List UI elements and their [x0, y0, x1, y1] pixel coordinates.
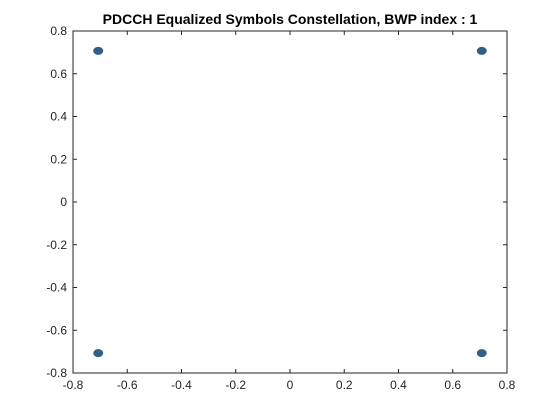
constellation-point — [476, 46, 487, 55]
y-tick-label: -0.6 — [46, 323, 67, 337]
x-tick-label: -0.8 — [63, 378, 84, 392]
x-tick-label: 0 — [287, 378, 294, 392]
y-tick-label: -0.2 — [46, 238, 67, 252]
x-tick-label: -0.4 — [171, 378, 192, 392]
y-tick-label: 0.6 — [50, 67, 67, 81]
y-tick-label: 0.4 — [50, 110, 67, 124]
x-tick-label: 0.2 — [336, 378, 353, 392]
y-tick-label: -0.4 — [46, 281, 67, 295]
y-tick-label: 0 — [60, 195, 67, 209]
x-tick-label: -0.6 — [117, 378, 138, 392]
constellation-point — [93, 46, 104, 55]
constellation-point — [476, 349, 487, 358]
x-tick-label: 0.8 — [499, 378, 516, 392]
scatter-points — [93, 46, 487, 358]
x-tick-label: 0.6 — [444, 378, 461, 392]
y-tick-label: 0.2 — [50, 152, 67, 166]
y-tick-label: -0.8 — [46, 366, 67, 380]
axis-ticks: -0.8 -0.6 -0.4 -0.2 0 0.2 0.4 0.6 0.8 -0.8 -0.6 -0.… — [46, 24, 515, 392]
chart-title: PDCCH Equalized Symbols Constellation, B… — [103, 11, 478, 27]
constellation-point — [93, 349, 104, 358]
x-tick-label: 0.4 — [390, 378, 407, 392]
x-tick-label: -0.2 — [225, 378, 246, 392]
y-tick-label: 0.8 — [50, 24, 67, 38]
plot-area — [72, 30, 508, 374]
